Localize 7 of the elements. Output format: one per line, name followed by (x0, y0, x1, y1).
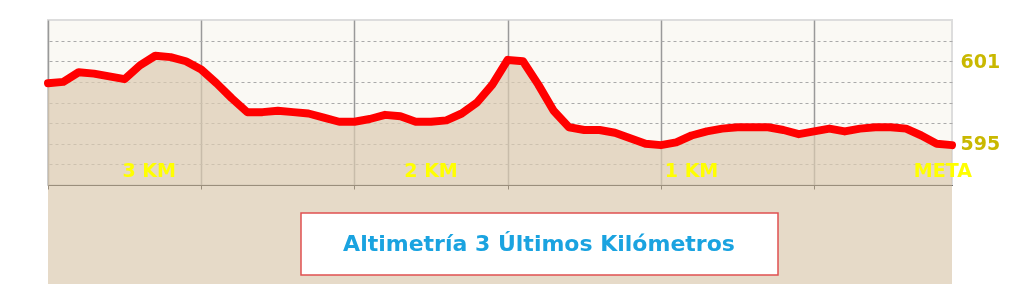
y-tick-label: 601 (960, 49, 1001, 72)
annotation: 2 KM (404, 159, 458, 181)
annotation: 3 KM (122, 159, 176, 181)
annotation: 1 KM (664, 159, 719, 181)
y-tick-label: 595 (960, 132, 1001, 155)
annotation: META (913, 159, 973, 181)
text: Altimetría 3 Últimos Kilómetros (343, 231, 735, 256)
